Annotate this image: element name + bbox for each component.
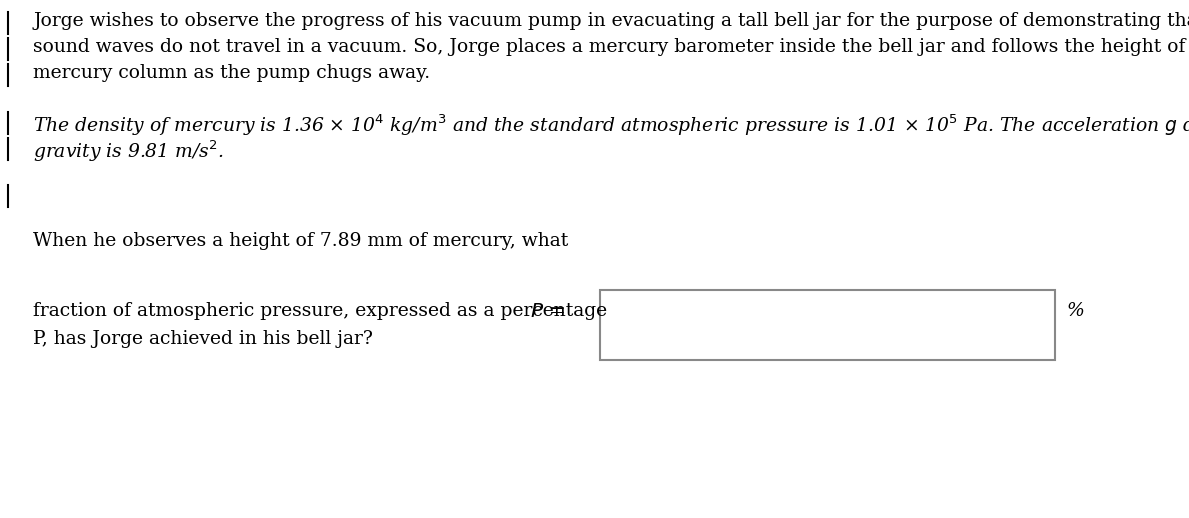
Text: gravity is 9.81 m/s$^2$.: gravity is 9.81 m/s$^2$. [33,138,224,164]
Text: sound waves do not travel in a vacuum. So, Jorge places a mercury barometer insi: sound waves do not travel in a vacuum. S… [33,38,1189,56]
Text: When he observes a height of 7.89 mm of mercury, what: When he observes a height of 7.89 mm of … [33,232,568,250]
Text: Jorge wishes to observe the progress of his vacuum pump in evacuating a tall bel: Jorge wishes to observe the progress of … [33,12,1189,30]
Text: P, has Jorge achieved in his bell jar?: P, has Jorge achieved in his bell jar? [33,330,373,348]
Bar [600,290,1055,360]
Text: $P$ =: $P$ = [530,302,565,321]
Text: fraction of atmospheric pressure, expressed as a percentage: fraction of atmospheric pressure, expres… [33,302,608,320]
Text: %: % [1067,302,1084,320]
Text: The density of mercury is 1.36 × 10$^4$ kg/m$^3$ and the standard atmospheric pr: The density of mercury is 1.36 × 10$^4$ … [33,112,1189,137]
Text: mercury column as the pump chugs away.: mercury column as the pump chugs away. [33,64,430,82]
